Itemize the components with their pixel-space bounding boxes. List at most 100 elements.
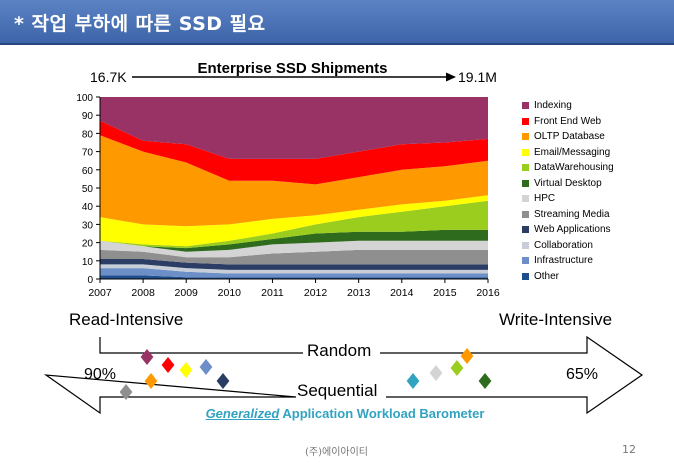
legend-swatch [522, 117, 529, 125]
area-layers [100, 97, 488, 279]
y-tick-label: 50 [82, 184, 94, 195]
area-email-messaging [100, 195, 488, 247]
x-tick-label: 2014 [390, 287, 414, 299]
legend-swatch [522, 148, 529, 156]
legend-swatch [522, 257, 529, 265]
barometer-caption: Generalized Application Workload Baromet… [195, 406, 495, 421]
x-tick-label: 2008 [131, 287, 155, 299]
read-intensive-label: Read-Intensive [69, 310, 184, 329]
legend-swatch [522, 195, 529, 203]
marker-email-messaging-diamond [179, 362, 193, 378]
barometer-arrow [43, 335, 644, 415]
write-percent: 65% [566, 366, 599, 383]
x-tick-label: 2009 [175, 287, 199, 299]
y-tick-label: 0 [87, 275, 93, 286]
area-virtual-desktop [100, 229, 488, 252]
y-tick-label: 20 [82, 239, 94, 250]
footer-company: (주)에이아이티 [305, 447, 369, 458]
marker-streaming-media-diamond [119, 384, 133, 400]
random-label: Random [307, 341, 372, 360]
x-tick-label: 2013 [347, 287, 371, 299]
marker-front-end-web-diamond [161, 357, 175, 373]
area-datawarehousing [100, 200, 488, 249]
y-tick-label: 10 [82, 257, 94, 268]
y-tick-label: 40 [82, 202, 94, 213]
legend-item-datawarehousing: DataWarehousing [522, 160, 672, 176]
shipments-start-value: 16.7K [90, 69, 127, 85]
sequential-label: Sequential [297, 381, 378, 400]
legend-item-virtual-desktop: Virtual Desktop [522, 176, 672, 192]
x-tick-label: 2010 [218, 287, 242, 299]
x-tick-label: 2007 [88, 287, 112, 299]
legend-label: DataWarehousing [534, 162, 614, 174]
chart-axes: 0 10 20 30 40 50 60 70 80 90 100 2007 2008 2009 2010 20… [76, 72, 500, 299]
legend-item-other: Other [522, 269, 672, 285]
legend-label: Virtual Desktop [534, 177, 602, 189]
legend-item-web-applications: Web Applications [522, 222, 672, 238]
legend-swatch [522, 133, 529, 141]
x-tick-label: 2015 [433, 287, 457, 299]
title-banner: * 작업 부하에 따른 SSD 필요 [0, 0, 674, 45]
read-percent: 90% [84, 366, 117, 383]
area-streaming-media [100, 249, 488, 265]
legend-label: Front End Web [534, 115, 602, 127]
double-arrow-outline [43, 335, 644, 415]
marker-collaboration-diamond [406, 373, 420, 389]
legend-item-infrastructure: Infrastructure [522, 253, 672, 269]
legend-swatch [522, 210, 529, 218]
area-infrastructure [100, 268, 488, 278]
y-tick-label: 100 [76, 93, 93, 104]
legend-label: OLTP Database [534, 131, 605, 143]
legend-label: Other [534, 270, 560, 282]
x-tick-label: 2012 [304, 287, 328, 299]
barometer-caption-italic: Generalized [205, 406, 280, 421]
legend-swatch [522, 102, 529, 110]
legend-label: Streaming Media [534, 208, 610, 220]
chart-legend: Indexing Front End Web OLTP Database Email/… [522, 98, 672, 284]
marker-oltp-database-diamond [460, 348, 474, 364]
legend-swatch [522, 179, 529, 187]
legend-item-streaming-media: Streaming Media [522, 207, 672, 223]
legend-swatch [522, 164, 529, 172]
marker-oltp-database-diamond [144, 373, 158, 389]
chart-title: Enterprise SSD Shipments [197, 60, 388, 77]
shipments-end-value: 19.1M [458, 69, 497, 85]
area-hpc [100, 240, 488, 258]
y-tick-label: 90 [82, 111, 94, 122]
marker-web-applications-diamond [216, 373, 230, 389]
y-tick-label: 80 [82, 129, 94, 140]
legend-item-front-end-web: Front End Web [522, 114, 672, 130]
legend-swatch [522, 226, 529, 234]
write-intensive-label: Write-Intensive [499, 310, 613, 329]
marker-infrastructure-diamond [199, 359, 213, 375]
legend-item-hpc: HPC [522, 191, 672, 207]
marker-hpc-diamond [429, 365, 443, 381]
legend-item-email-messaging: Email/Messaging [522, 145, 672, 161]
area-indexing [100, 97, 488, 159]
legend-label: Indexing [534, 100, 572, 112]
barometer-caption-rest: Application Workload Barometer [279, 406, 485, 421]
area-front-end-web [100, 120, 488, 185]
x-tick-label: 2011 [261, 287, 284, 299]
area-web-applications [100, 259, 488, 270]
x-tick-label: 2016 [476, 287, 500, 299]
page-number: 12 [622, 443, 636, 456]
workload-markers [119, 348, 492, 400]
legend-label: Infrastructure [534, 255, 593, 267]
y-tick-label: 70 [82, 148, 94, 159]
y-tick-label: 30 [82, 220, 94, 231]
legend-label: Collaboration [534, 239, 593, 251]
legend-item-indexing: Indexing [522, 98, 672, 114]
legend-item-collaboration: Collaboration [522, 238, 672, 254]
legend-label: HPC [534, 193, 556, 205]
legend-item-oltp-database: OLTP Database [522, 129, 672, 145]
marker-indexing-diamond [140, 349, 154, 365]
page-title: * 작업 부하에 따른 SSD 필요 [14, 13, 266, 35]
legend-swatch [522, 272, 529, 280]
area-collaboration [100, 264, 488, 274]
area-oltp-database [100, 135, 488, 227]
marker-datawarehousing-diamond [450, 360, 464, 376]
legend-label: Email/Messaging [534, 146, 611, 158]
legend-swatch [522, 241, 529, 249]
